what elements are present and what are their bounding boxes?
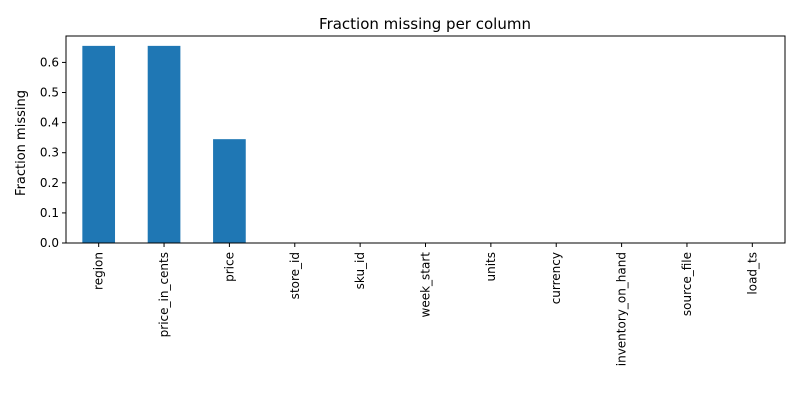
x-tick-label-currency: currency [549, 252, 563, 304]
chart-title: Fraction missing per column [319, 15, 531, 33]
x-tick-label-inventory_on_hand: inventory_on_hand [615, 252, 629, 366]
y-tick-label: 0.3 [40, 146, 59, 160]
x-tick-label-source_file: source_file [680, 252, 694, 316]
y-axis-label: Fraction missing [14, 90, 29, 196]
x-tick-label-sku_id: sku_id [353, 252, 367, 289]
y-tick-label: 0.5 [40, 86, 59, 100]
x-tick-label-week_start: week_start [419, 252, 433, 318]
x-ticks-group: region price_in_cents price store_id sku_id w… [92, 243, 759, 366]
x-tick-label-region: region [92, 252, 106, 290]
x-tick-label-units: units [484, 252, 498, 282]
bar-price [213, 139, 246, 243]
y-tick-label: 0.0 [40, 236, 59, 250]
y-tick-label: 0.1 [40, 206, 59, 220]
bar-price_in_cents [147, 45, 181, 243]
bars-group [82, 45, 246, 243]
x-tick-label-price: price [222, 252, 236, 282]
bar-region [82, 45, 116, 243]
y-tick-label: 0.4 [40, 116, 59, 130]
y-tick-label: 0.6 [40, 55, 59, 69]
y-tick-label: 0.2 [40, 176, 59, 190]
x-tick-label-price_in_cents: price_in_cents [157, 252, 171, 337]
y-ticks-group: 0.0 0.1 0.2 0.3 0.4 0.5 0.6 [40, 55, 66, 250]
x-tick-label-store_id: store_id [288, 252, 302, 299]
x-tick-label-load_ts: load_ts [745, 252, 759, 295]
plot-frame [65, 35, 786, 244]
